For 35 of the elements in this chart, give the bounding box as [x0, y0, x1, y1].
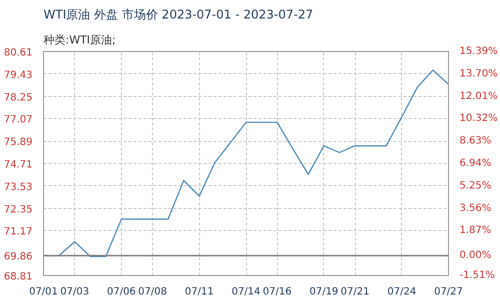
x-tick-label: 07/08	[138, 286, 167, 298]
x-tick-label: 07/16	[262, 286, 292, 298]
y-tick-label: 78.25	[4, 92, 33, 104]
y2-tick-label: 0.00%	[460, 250, 492, 261]
y2-tick-label: 15.39%	[460, 46, 498, 57]
x-tick-label: 07/27	[434, 286, 463, 298]
y2-tick-label: 3.56%	[460, 202, 492, 214]
y-tick-label: 77.07	[4, 114, 33, 126]
y2-tick-label: 1.87%	[460, 225, 492, 236]
x-tick-label: 07/19	[309, 286, 338, 298]
y2-tick-label: 10.32%	[460, 113, 498, 124]
y2-tick-label: 13.70%	[460, 68, 498, 80]
y-tick-label: 68.81	[4, 272, 33, 282]
y-tick-label: 72.35	[4, 204, 33, 216]
x-tick-label: 07/03	[60, 286, 90, 298]
y2-tick-label: -1.51%	[460, 270, 495, 281]
chart-subtitle: 种类:WTI原油;	[44, 34, 116, 46]
x-tick-label: 07/21	[340, 286, 370, 298]
x-tick-label: 07/06	[106, 286, 136, 298]
x-tick-label: 07/11	[184, 286, 214, 298]
x-tick-label: 07/24	[387, 286, 416, 298]
y2-tick-label: 12.01%	[460, 90, 498, 102]
y-tick-label: 71.17	[4, 226, 33, 238]
y2-tick-label: 8.63%	[460, 136, 492, 147]
chart-title: WTI原油 外盘 市场价 2023-07-01 - 2023-07-27	[44, 8, 314, 22]
y-tick-label: 74.71	[4, 160, 33, 170]
y-tick-label: 80.61	[4, 48, 33, 58]
y-tick-label: 75.89	[4, 137, 33, 148]
y-tick-label: 69.86	[4, 252, 33, 263]
x-tick-label: 07/14	[232, 286, 260, 298]
y2-tick-label: 5.25%	[460, 180, 492, 192]
x-tick-label: 07/01	[29, 286, 58, 298]
y2-tick-label: 6.94%	[460, 158, 492, 169]
y-tick-label: 73.53	[4, 182, 33, 193]
y-tick-label: 79.43	[4, 70, 33, 81]
